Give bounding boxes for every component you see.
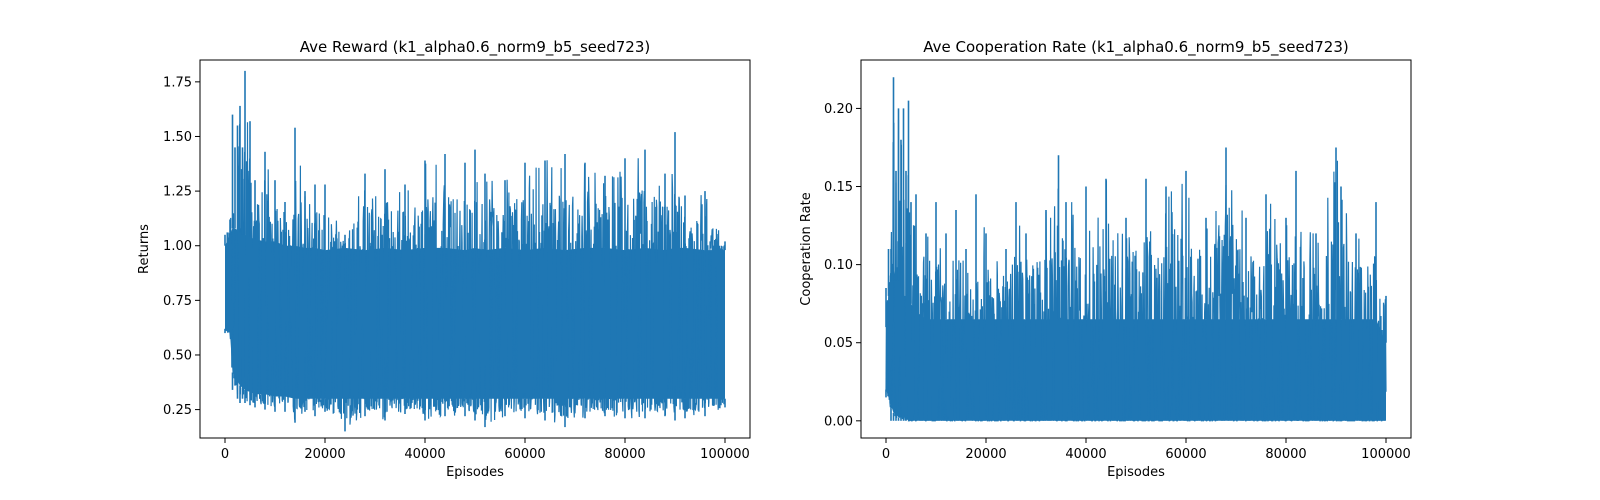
y-tick-label: 0.25 <box>163 403 192 418</box>
x-tick-label: 0 <box>882 447 890 462</box>
y-tick-label: 0.00 <box>824 414 853 429</box>
reward-plot-frame <box>199 59 751 439</box>
y-tick-label: 0.20 <box>824 102 853 117</box>
reward-chart-title: Ave Reward (k1_alpha0.6_norm9_b5_seed723… <box>300 38 651 57</box>
reward-x-axis-label: Episodes <box>446 465 504 480</box>
reward-x-ticks: 0 20000 40000 60000 80000 100000 <box>221 438 750 462</box>
x-tick-label: 80000 <box>604 447 645 462</box>
x-tick-label: 0 <box>221 447 229 462</box>
series-line <box>885 119 1387 422</box>
reward-chart: Ave Reward (k1_alpha0.6_norm9_b5_seed723… <box>137 38 751 480</box>
x-tick-label: 100000 <box>1361 447 1411 462</box>
cooperation-x-ticks: 0 20000 40000 60000 80000 100000 <box>882 438 1411 462</box>
reward-y-ticks: 0.25 0.50 0.75 1.00 1.25 1.50 1.75 <box>163 75 200 418</box>
cooperation-y-ticks: 0.00 0.05 0.10 0.15 0.20 <box>824 102 861 429</box>
cooperation-plot-marks <box>885 77 1387 422</box>
y-tick-label: 0.15 <box>824 180 853 195</box>
y-tick-label: 0.10 <box>824 258 853 273</box>
y-tick-label: 1.25 <box>163 185 192 200</box>
y-tick-label: 1.75 <box>163 75 192 90</box>
reward-plot-marks <box>224 70 726 432</box>
x-tick-label: 20000 <box>965 447 1006 462</box>
x-tick-label: 40000 <box>1065 447 1106 462</box>
x-tick-label: 100000 <box>700 447 750 462</box>
cooperation-chart: Ave Cooperation Rate (k1_alpha0.6_norm9_… <box>799 38 1412 480</box>
x-tick-label: 40000 <box>404 447 445 462</box>
x-tick-label: 80000 <box>1265 447 1306 462</box>
cooperation-x-axis-label: Episodes <box>1107 465 1165 480</box>
x-tick-label: 60000 <box>1165 447 1206 462</box>
y-tick-label: 1.00 <box>163 239 192 254</box>
x-tick-label: 60000 <box>504 447 545 462</box>
y-tick-label: 0.75 <box>163 294 192 309</box>
reward-y-axis-label: Returns <box>137 224 152 274</box>
x-tick-label: 20000 <box>304 447 345 462</box>
cooperation-plot-frame <box>860 59 1412 439</box>
cooperation-chart-title: Ave Cooperation Rate (k1_alpha0.6_norm9_… <box>923 38 1348 57</box>
y-tick-label: 1.50 <box>163 130 192 145</box>
series-line <box>224 122 726 425</box>
y-tick-label: 0.50 <box>163 348 192 363</box>
y-tick-label: 0.05 <box>824 336 853 351</box>
cooperation-y-axis-label: Cooperation Rate <box>799 192 814 305</box>
